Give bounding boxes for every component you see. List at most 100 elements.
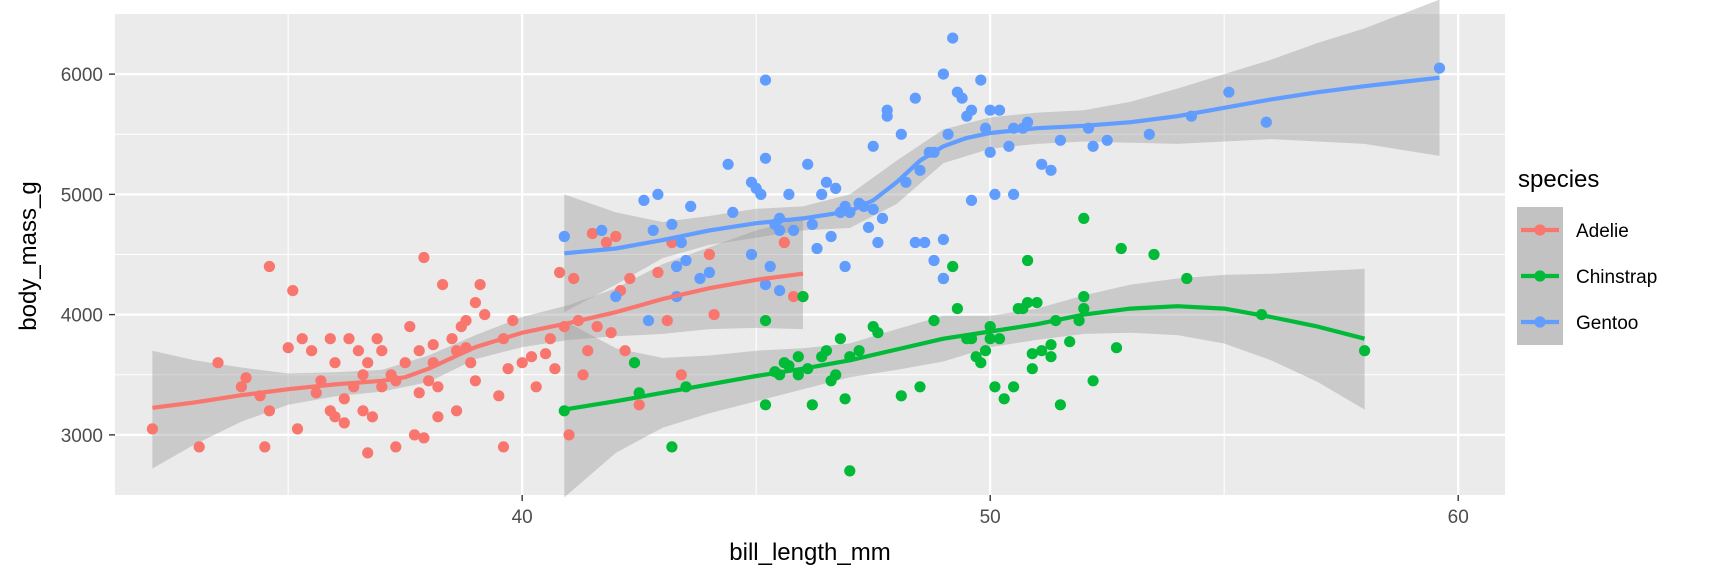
x-axis: 40 50 60 — [512, 495, 1469, 528]
chinstrap-point — [853, 345, 865, 357]
gentoo-point — [1003, 140, 1015, 152]
chinstrap-point — [928, 315, 940, 327]
chinstrap-point — [1110, 342, 1123, 354]
adelie-point — [525, 351, 538, 363]
adelie-point — [497, 441, 510, 453]
gentoo-point — [867, 203, 879, 215]
adelie-point — [324, 333, 336, 345]
adelie-point — [675, 369, 687, 381]
adelie-point — [554, 266, 566, 279]
gentoo-point — [759, 74, 772, 86]
gentoo-point — [685, 200, 697, 212]
adelie-point — [516, 357, 528, 369]
adelie-point — [296, 333, 308, 345]
adelie-point — [404, 321, 416, 333]
adelie-point — [423, 375, 435, 387]
gentoo-point — [727, 206, 739, 218]
gentoo-point — [872, 236, 884, 249]
adelie-point — [600, 236, 613, 249]
adelie-point — [338, 393, 350, 405]
gentoo-legend-point — [1534, 316, 1546, 328]
chinstrap-point — [839, 393, 851, 405]
adelie-point — [540, 348, 552, 360]
adelie-point — [465, 357, 477, 369]
chinstrap-point — [947, 260, 959, 273]
adelie-point — [479, 309, 491, 321]
legend-title: species — [1518, 166, 1599, 193]
gentoo-point — [830, 182, 842, 194]
gentoo-point — [788, 224, 800, 236]
chinstrap-legend-point — [1534, 270, 1546, 282]
gentoo-point — [1087, 140, 1099, 152]
gentoo-point — [825, 230, 837, 243]
adelie-point — [624, 272, 636, 285]
gentoo-point — [759, 279, 772, 291]
gentoo-point — [979, 122, 992, 134]
gentoo-point — [642, 315, 655, 327]
chinstrap-point — [759, 315, 772, 327]
adelie-point — [591, 321, 603, 333]
adelie-point — [240, 372, 252, 384]
gentoo-point — [1101, 134, 1113, 146]
chinstrap-point — [1054, 399, 1066, 411]
data-points — [146, 32, 1446, 477]
gentoo-smooth-line — [564, 75, 1440, 256]
adelie-point — [502, 363, 514, 375]
gentoo-point — [942, 128, 954, 140]
adelie-point — [343, 333, 355, 345]
gentoo-legend-label: Gentoo — [1576, 313, 1638, 334]
gentoo-point — [666, 218, 678, 230]
gentoo-point — [610, 291, 622, 303]
adelie-point — [329, 411, 341, 423]
chinstrap-point — [1045, 351, 1057, 363]
gentoo-point — [802, 158, 814, 170]
gentoo-point — [811, 242, 823, 255]
gentoo-point — [820, 176, 833, 188]
chinstrap-point — [1026, 363, 1038, 375]
gentoo-confidence-band — [564, 0, 1440, 313]
adelie-point — [282, 342, 294, 354]
adelie-point — [352, 345, 364, 357]
adelie-point — [619, 345, 631, 357]
gentoo-point — [675, 236, 687, 249]
adelie-point — [287, 285, 299, 297]
chinstrap-point — [984, 333, 996, 345]
adelie-point — [357, 405, 369, 417]
chinstrap-point — [1022, 254, 1034, 267]
adelie-point — [413, 345, 425, 357]
gentoo-point — [965, 194, 978, 206]
adelie-point — [446, 333, 458, 345]
adelie-point — [652, 266, 664, 279]
chinstrap-point — [820, 345, 833, 357]
gentoo-point — [647, 224, 659, 236]
gentoo-point — [867, 140, 879, 152]
gentoo-point — [914, 164, 926, 176]
chinstrap-point — [806, 399, 818, 411]
adelie-point — [469, 297, 481, 309]
chinstrap-point — [1064, 336, 1076, 348]
gentoo-point — [919, 236, 931, 249]
chinstrap-point — [830, 369, 842, 381]
gentoo-point — [862, 221, 875, 233]
adelie-point — [549, 363, 561, 375]
chinstrap-legend-label: Chinstrap — [1576, 267, 1657, 288]
gentoo-point — [722, 158, 734, 170]
gentoo-point — [984, 146, 996, 158]
gentoo-point — [839, 200, 851, 212]
gentoo-point — [638, 194, 650, 206]
gentoo-point — [1143, 128, 1155, 140]
chinstrap-point — [792, 351, 804, 363]
adelie-point — [235, 381, 247, 393]
adelie-point — [778, 236, 790, 249]
gentoo-point — [975, 74, 987, 86]
gentoo-point — [937, 272, 950, 285]
gentoo-point — [774, 285, 786, 297]
gentoo-point — [1045, 164, 1057, 176]
adelie-point — [193, 441, 205, 453]
gentoo-point — [596, 224, 608, 236]
gentoo-point — [1008, 188, 1020, 200]
adelie-point — [259, 441, 271, 453]
adelie-point — [586, 227, 599, 240]
chinstrap-point — [951, 303, 964, 315]
